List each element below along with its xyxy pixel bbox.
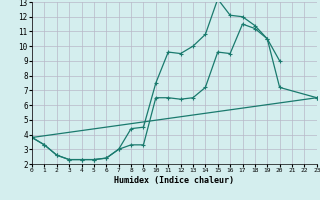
X-axis label: Humidex (Indice chaleur): Humidex (Indice chaleur) bbox=[115, 176, 234, 185]
